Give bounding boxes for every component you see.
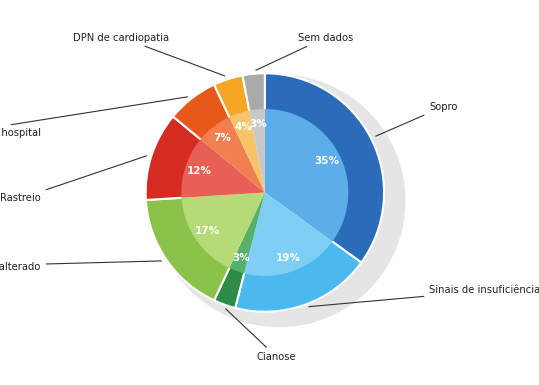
- Text: Cianose: Cianose: [226, 309, 296, 362]
- Text: 35%: 35%: [314, 156, 339, 166]
- Text: 7%: 7%: [213, 133, 231, 143]
- Wedge shape: [214, 192, 265, 308]
- Wedge shape: [265, 73, 384, 263]
- Wedge shape: [182, 139, 265, 198]
- Ellipse shape: [153, 74, 405, 327]
- Wedge shape: [243, 73, 265, 192]
- Text: Sopro: Sopro: [376, 102, 458, 136]
- Text: Consulta de CP de outro hospital: Consulta de CP de outro hospital: [0, 97, 188, 138]
- Text: Sem dados: Sem dados: [256, 32, 354, 70]
- Wedge shape: [229, 110, 265, 192]
- Text: 3%: 3%: [250, 119, 267, 129]
- Wedge shape: [235, 192, 361, 312]
- Wedge shape: [244, 192, 333, 276]
- Wedge shape: [173, 85, 265, 192]
- Text: 4%: 4%: [234, 122, 252, 132]
- Wedge shape: [265, 109, 348, 241]
- Wedge shape: [146, 117, 265, 200]
- Text: 3%: 3%: [232, 253, 250, 263]
- Text: Sinais de insuficiência ca: Sinais de insuficiência ca: [309, 285, 539, 307]
- Wedge shape: [249, 109, 265, 192]
- Text: 17%: 17%: [195, 226, 220, 236]
- Wedge shape: [229, 192, 265, 273]
- Wedge shape: [214, 75, 265, 192]
- Text: Ecocardiograma pós-natal alterado: Ecocardiograma pós-natal alterado: [0, 261, 162, 272]
- Wedge shape: [182, 192, 265, 268]
- Text: DPN de cardiopatia: DPN de cardiopatia: [73, 32, 225, 76]
- Text: 19%: 19%: [276, 253, 301, 263]
- Text: Rastreio: Rastreio: [0, 156, 147, 203]
- Text: 12%: 12%: [186, 166, 212, 176]
- Wedge shape: [146, 192, 265, 300]
- Wedge shape: [201, 117, 265, 192]
